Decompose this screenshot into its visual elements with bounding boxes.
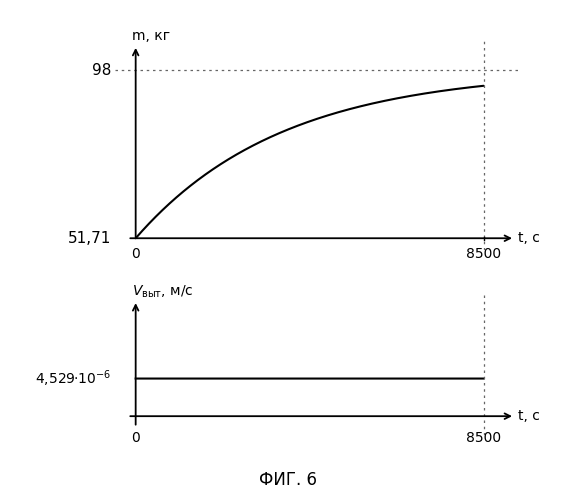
Text: $V_{\mathregular{выт}}$, м/с: $V_{\mathregular{выт}}$, м/с [131, 284, 193, 300]
Text: 4,529·10$^{-6}$: 4,529·10$^{-6}$ [35, 368, 111, 389]
Text: 98: 98 [92, 62, 111, 78]
Text: t, c: t, c [518, 231, 540, 245]
Text: 51,71: 51,71 [68, 230, 111, 246]
Text: ФИГ. 6: ФИГ. 6 [259, 471, 317, 489]
Text: m, кг: m, кг [131, 30, 170, 44]
Text: t, c: t, c [518, 409, 540, 423]
Text: 0: 0 [131, 431, 140, 445]
Text: 8500: 8500 [466, 246, 501, 260]
Text: 8500: 8500 [466, 431, 501, 445]
Text: 0: 0 [131, 246, 140, 260]
